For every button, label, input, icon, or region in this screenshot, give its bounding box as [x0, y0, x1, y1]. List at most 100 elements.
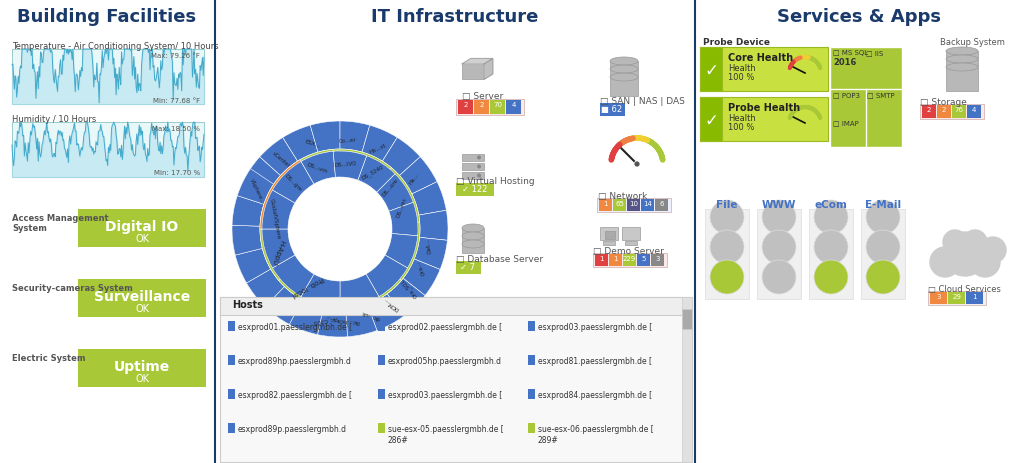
Wedge shape [238, 169, 273, 205]
Text: 6: 6 [659, 200, 664, 206]
Wedge shape [301, 152, 336, 185]
Wedge shape [340, 263, 401, 309]
Text: Probe Device: Probe Device [703, 38, 770, 47]
Bar [952, 106, 966, 119]
Text: Health: Health [728, 114, 756, 123]
Bar [378, 355, 385, 365]
Bar [623, 255, 636, 266]
Text: 2016: 2016 [833, 58, 856, 67]
Bar [922, 106, 936, 119]
Bar [700, 48, 828, 92]
Wedge shape [333, 307, 362, 337]
Text: esxprod81.paesslergmbh.de [: esxprod81.paesslergmbh.de [ [538, 356, 652, 365]
Text: sue-esx-06.paesslergmbh.de [: sue-esx-06.paesslergmbh.de [ [538, 424, 653, 433]
Text: DS...vm: DS...vm [306, 162, 329, 174]
Wedge shape [236, 249, 270, 283]
Circle shape [477, 156, 481, 160]
Circle shape [814, 231, 848, 264]
Text: □ IMAP: □ IMAP [833, 120, 859, 126]
Text: 76: 76 [954, 107, 964, 113]
Text: 100 %: 100 % [728, 73, 755, 82]
Text: eCom: eCom [814, 200, 848, 210]
Text: GustafVSphere: GustafVSphere [269, 197, 281, 239]
Wedge shape [247, 269, 285, 307]
Bar [78, 210, 206, 247]
Wedge shape [260, 138, 298, 176]
Text: Ric_C305: Ric_C305 [311, 314, 337, 324]
Text: E-Mail: E-Mail [865, 200, 901, 210]
Text: ■ 62: ■ 62 [601, 105, 623, 114]
Circle shape [762, 260, 796, 294]
Text: ESX...: ESX... [304, 139, 321, 149]
Wedge shape [260, 234, 306, 291]
Bar [705, 210, 749, 300]
Text: Electric System: Electric System [12, 353, 85, 362]
Ellipse shape [462, 232, 484, 240]
Text: 29: 29 [952, 294, 961, 300]
Wedge shape [356, 300, 391, 335]
Bar [490, 101, 505, 115]
Bar [605, 232, 615, 239]
Wedge shape [349, 256, 410, 308]
Text: □ Network: □ Network [598, 192, 647, 200]
Wedge shape [233, 182, 268, 216]
Text: File: File [716, 200, 737, 210]
Wedge shape [272, 162, 314, 204]
Bar [920, 105, 984, 120]
Text: esxprod03.paesslergmbh.de [: esxprod03.paesslergmbh.de [ [538, 322, 652, 332]
Circle shape [866, 231, 900, 264]
Wedge shape [301, 275, 340, 307]
Bar [12, 50, 204, 105]
Circle shape [814, 200, 848, 234]
Circle shape [943, 231, 967, 255]
Bar [930, 292, 947, 304]
Wedge shape [412, 182, 446, 216]
Wedge shape [362, 126, 397, 162]
Bar [462, 229, 484, 253]
Text: esxprod89hp.paesslergmbh.d: esxprod89hp.paesslergmbh.d [238, 356, 352, 365]
Wedge shape [232, 226, 262, 256]
Wedge shape [240, 259, 276, 296]
Polygon shape [462, 59, 493, 65]
Text: 3: 3 [655, 256, 659, 262]
Wedge shape [262, 230, 295, 269]
Bar [462, 163, 484, 171]
Text: DCM...: DCM... [383, 296, 400, 310]
Text: Surveillance: Surveillance [94, 289, 190, 303]
Text: Ha...: Ha... [408, 171, 420, 185]
Text: □ SAN | NAS | DAS: □ SAN | NAS | DAS [600, 97, 685, 106]
Wedge shape [279, 150, 336, 196]
Bar [228, 355, 234, 365]
Wedge shape [385, 234, 418, 269]
Text: 1: 1 [972, 294, 977, 300]
Bar [595, 255, 608, 266]
Text: 4: 4 [972, 107, 976, 113]
Bar [456, 184, 494, 197]
Wedge shape [262, 191, 295, 230]
Wedge shape [380, 223, 420, 281]
Text: Ora...: Ora... [416, 259, 427, 275]
Circle shape [710, 200, 744, 234]
Ellipse shape [462, 240, 484, 249]
Text: Security-cameras System: Security-cameras System [12, 283, 133, 292]
Bar [12, 123, 204, 178]
Circle shape [762, 200, 796, 234]
Circle shape [289, 179, 391, 281]
Circle shape [710, 260, 744, 294]
Wedge shape [310, 122, 340, 153]
Wedge shape [368, 294, 403, 331]
Text: H-AppU: H-AppU [270, 239, 286, 265]
Text: □ Database Server: □ Database Server [456, 255, 543, 263]
Wedge shape [232, 196, 264, 227]
Text: OK: OK [135, 303, 150, 313]
Text: Co...er: Co...er [339, 137, 357, 144]
Wedge shape [265, 287, 302, 325]
Bar [948, 292, 965, 304]
Wedge shape [243, 157, 281, 194]
Circle shape [943, 232, 987, 276]
Text: Health: Health [728, 64, 756, 73]
Circle shape [866, 200, 900, 234]
Text: ✓ 122: ✓ 122 [462, 185, 487, 194]
Bar [506, 101, 521, 115]
Ellipse shape [946, 48, 978, 56]
